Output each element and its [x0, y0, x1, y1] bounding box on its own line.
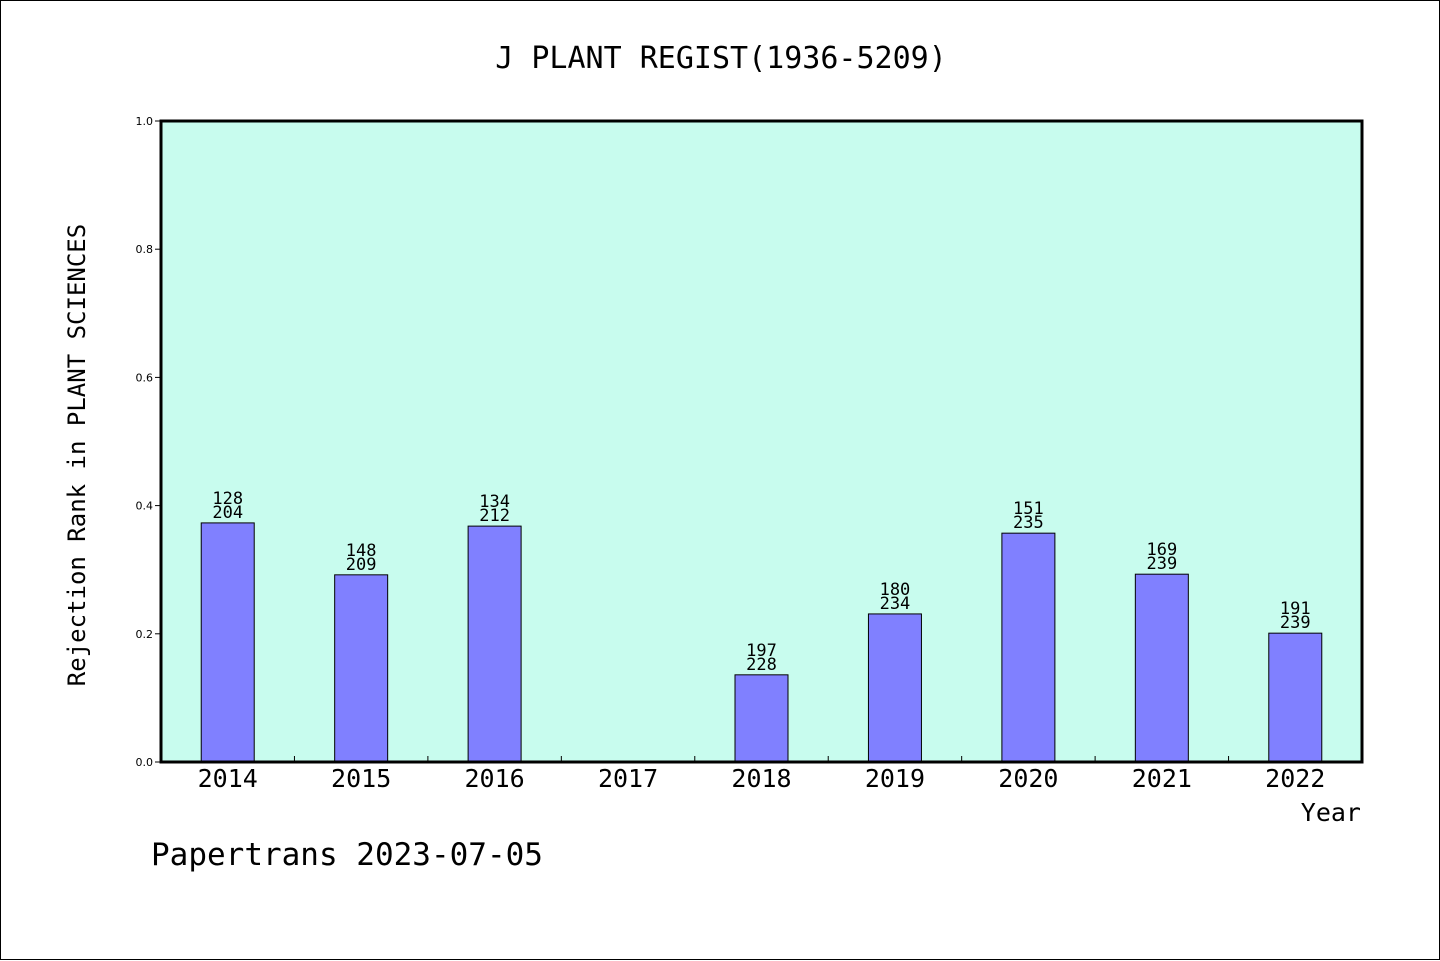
bar-label-bottom: 212 [479, 506, 510, 526]
bar-label-top: 169 [1146, 540, 1177, 560]
bar-label-bottom: 239 [1280, 613, 1311, 633]
y-tick-label: 0.6 [136, 371, 154, 384]
x-tick-label: 2016 [465, 764, 525, 793]
bar-label-top: 128 [212, 489, 243, 509]
bar [867, 613, 922, 763]
x-tick-label: 2022 [1265, 764, 1325, 793]
bar-label-bottom: 204 [212, 503, 243, 523]
y-tick-label: 0.2 [136, 628, 154, 641]
bar-label-bottom: 228 [746, 655, 777, 675]
bar-label-top: 197 [746, 641, 777, 661]
y-tick-label: 1.0 [136, 115, 154, 128]
x-tick-label: 2017 [598, 764, 658, 793]
x-tick-label: 2021 [1132, 764, 1192, 793]
bar-label-top: 134 [479, 492, 510, 512]
data-labels-group: 1282041482091342121972281802341512351692… [212, 489, 1310, 675]
x-axis-label: Year [1301, 798, 1361, 827]
x-tick-label: 2020 [998, 764, 1058, 793]
bars-group [200, 522, 1323, 763]
x-tick-label: 2014 [198, 764, 258, 793]
y-tick-label: 0.0 [136, 756, 154, 769]
footer-credit: Papertrans 2023-07-05 [151, 837, 543, 873]
bar-label-bottom: 234 [880, 594, 911, 614]
chart-title: J PLANT REGIST(1936-5209) [495, 41, 947, 76]
bar-label-bottom: 209 [346, 555, 377, 575]
bar-label-top: 180 [880, 580, 911, 600]
x-tick-label: 2019 [865, 764, 925, 793]
x-tick-label: 2015 [331, 764, 391, 793]
bar-label-bottom: 235 [1013, 513, 1044, 533]
bar-label-top: 191 [1280, 599, 1311, 619]
bar [467, 525, 522, 763]
bar [200, 522, 255, 763]
bar [1134, 573, 1189, 763]
x-ticks-group: 2014 2015 2016 2017 2018 2019 2020 2021 2022 [198, 756, 1325, 793]
bar [1001, 532, 1056, 763]
bar-label-top: 151 [1013, 499, 1044, 519]
plot-border [159, 119, 1364, 764]
y-axis-label: Rejection Rank in PLANT SCIENCES [63, 224, 91, 686]
y-tick-label: 0.8 [136, 243, 154, 256]
y-ticks-group: 0.0 0.2 0.4 0.6 0.8 1.0 [136, 115, 161, 769]
bar [734, 674, 789, 763]
bar-label-top: 148 [346, 541, 377, 561]
bar [1268, 632, 1323, 763]
x-tick-label: 2018 [731, 764, 791, 793]
bar [334, 574, 389, 763]
y-tick-label: 0.4 [136, 500, 154, 513]
bar-label-bottom: 239 [1146, 554, 1177, 574]
